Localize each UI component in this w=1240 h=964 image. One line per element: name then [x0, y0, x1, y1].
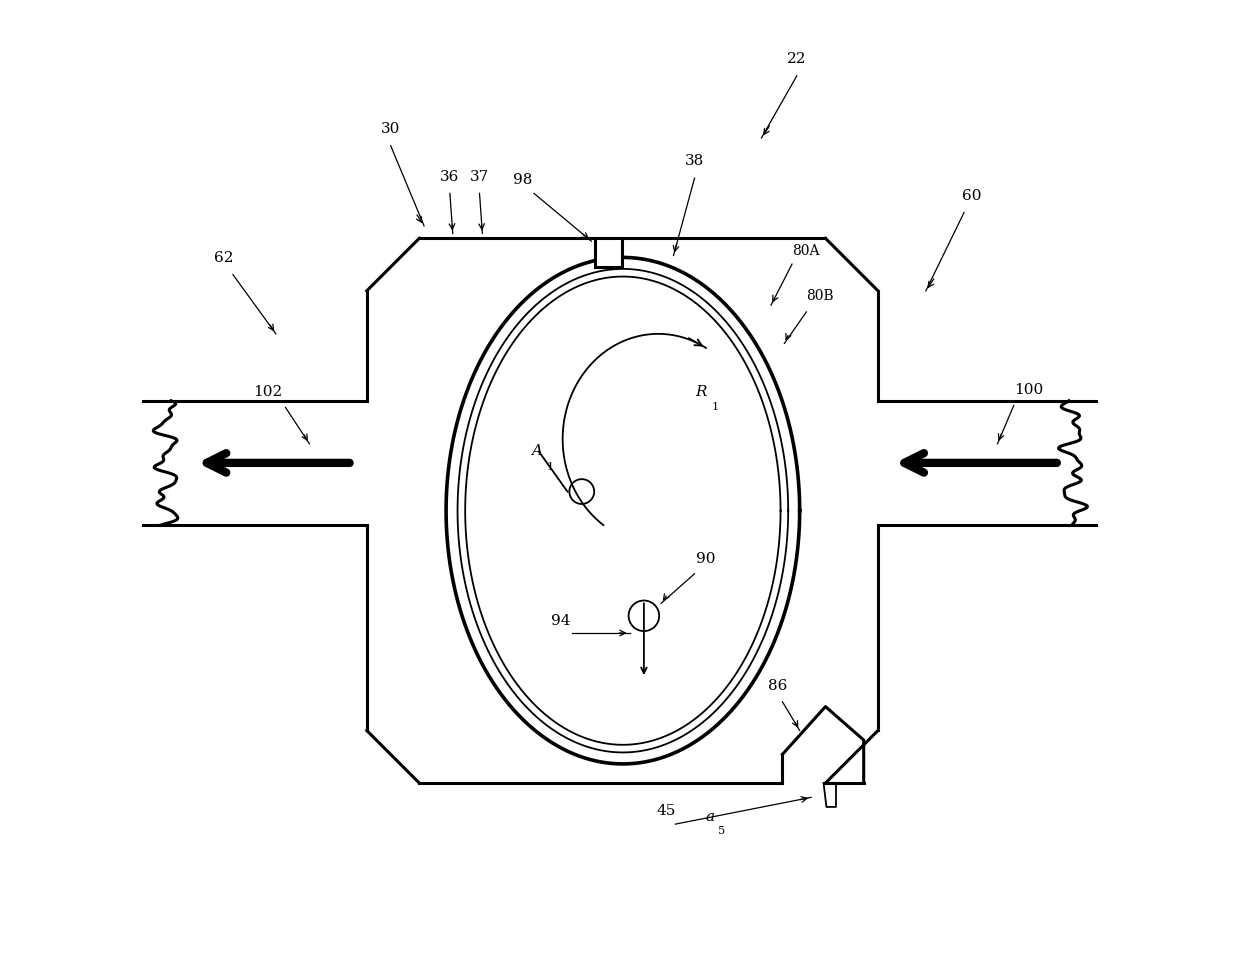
Text: 80B: 80B	[806, 289, 835, 304]
Text: 100: 100	[1014, 383, 1043, 397]
Text: 60: 60	[962, 189, 981, 203]
Text: a: a	[706, 811, 714, 824]
Text: 45: 45	[656, 804, 676, 817]
Text: 94: 94	[551, 614, 570, 629]
Text: 30: 30	[381, 122, 401, 136]
Text: 98: 98	[513, 173, 532, 187]
Text: 80A: 80A	[792, 244, 820, 257]
Text: 86: 86	[768, 680, 787, 693]
Text: A: A	[532, 444, 542, 458]
Text: 1: 1	[547, 462, 554, 471]
Text: 37: 37	[470, 170, 489, 184]
Text: 1: 1	[712, 402, 719, 413]
Text: R: R	[696, 385, 707, 399]
Text: 102: 102	[253, 385, 283, 399]
Text: 22: 22	[787, 52, 806, 67]
Text: 36: 36	[440, 170, 460, 184]
Text: 62: 62	[213, 252, 233, 265]
Bar	[595, 238, 622, 267]
Text: 5: 5	[718, 826, 725, 836]
Text: 38: 38	[684, 153, 704, 168]
Text: 90: 90	[697, 552, 715, 566]
